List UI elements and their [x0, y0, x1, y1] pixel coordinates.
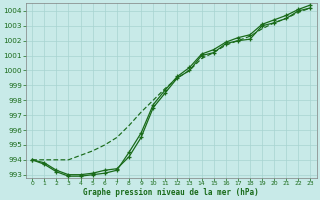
- X-axis label: Graphe pression niveau de la mer (hPa): Graphe pression niveau de la mer (hPa): [84, 188, 259, 197]
